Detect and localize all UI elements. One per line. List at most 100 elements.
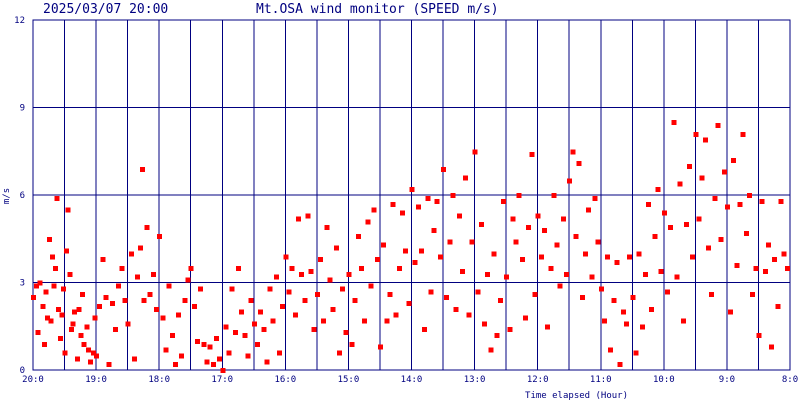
data-point <box>683 222 689 228</box>
data-point <box>179 353 185 359</box>
data-point <box>731 158 737 163</box>
data-point <box>532 292 538 298</box>
data-point <box>513 239 519 245</box>
data-point <box>551 193 557 198</box>
data-point <box>718 236 724 242</box>
data-point <box>750 292 756 298</box>
data-point <box>724 204 730 210</box>
y-axis-label: m/s <box>2 188 12 204</box>
data-point <box>772 257 778 263</box>
data-point <box>592 195 598 201</box>
data-point <box>510 216 516 222</box>
data-point <box>769 344 775 350</box>
data-point <box>270 318 276 324</box>
data-point <box>141 298 147 303</box>
data-point <box>34 283 40 289</box>
data-point <box>560 216 566 222</box>
plot-frame <box>32 19 791 371</box>
data-point <box>166 283 172 289</box>
data-point <box>185 277 191 283</box>
data-point <box>680 318 686 324</box>
data-point <box>690 254 696 260</box>
data-point <box>655 187 661 193</box>
data-point <box>519 257 525 263</box>
data-point <box>437 254 443 260</box>
y-tick-label: 6 <box>20 191 25 201</box>
data-point <box>728 309 734 315</box>
x-tick-label: 18:0 <box>148 375 170 385</box>
data-point <box>54 195 60 201</box>
data-point <box>277 350 283 356</box>
data-point <box>652 233 658 239</box>
x-tick-label: 15:0 <box>338 375 360 385</box>
data-point <box>76 306 82 312</box>
data-point <box>62 350 68 356</box>
data-point <box>620 309 626 315</box>
data-point <box>169 333 175 338</box>
data-point <box>368 283 374 289</box>
y-tick-label: 9 <box>20 104 25 114</box>
data-point <box>756 333 762 338</box>
data-point <box>664 289 670 295</box>
data-point <box>759 198 765 204</box>
data-point <box>674 274 680 280</box>
data-point <box>362 318 368 324</box>
data-point <box>223 324 229 330</box>
data-point <box>43 289 49 295</box>
data-point <box>668 225 674 231</box>
x-tick-label: 10:0 <box>653 375 675 385</box>
data-point <box>491 251 497 257</box>
data-point <box>242 333 248 338</box>
data-point <box>144 225 150 231</box>
data-point <box>283 254 289 260</box>
data-point <box>267 286 273 292</box>
data-point <box>213 335 219 341</box>
data-point <box>56 306 62 312</box>
data-point <box>702 137 708 143</box>
data-point <box>469 239 475 245</box>
data-point <box>232 330 238 336</box>
data-point <box>324 225 330 231</box>
data-point <box>131 356 137 362</box>
data-point <box>90 350 96 356</box>
data-point <box>567 178 573 184</box>
data-point <box>444 295 450 301</box>
data-point <box>79 292 85 298</box>
data-point <box>51 283 57 289</box>
data-point <box>507 327 513 333</box>
data-point <box>31 295 36 301</box>
data-point <box>715 123 721 128</box>
data-point <box>762 268 768 274</box>
data-point <box>84 324 90 330</box>
data-point <box>488 347 494 353</box>
data-point <box>545 324 551 330</box>
data-point <box>576 160 582 166</box>
data-point <box>677 181 683 187</box>
data-point <box>633 350 639 356</box>
data-point <box>87 359 93 365</box>
data-point <box>494 333 500 338</box>
y-tick-label: 12 <box>14 16 25 26</box>
timestamp-label: 2025/03/07 20:00 <box>43 2 168 17</box>
data-point <box>261 327 267 333</box>
data-point <box>226 350 232 356</box>
data-point <box>191 303 197 309</box>
data-point <box>280 303 286 309</box>
data-point <box>154 306 160 312</box>
x-axis-label: Time elapsed (Hour) <box>525 391 628 400</box>
data-point <box>236 265 242 271</box>
x-tick-label: 14:0 <box>401 375 423 385</box>
data-point <box>485 271 491 277</box>
data-point <box>598 286 604 292</box>
data-point <box>48 318 54 324</box>
data-point <box>239 309 245 315</box>
data-point <box>623 321 629 327</box>
data-point <box>176 312 182 318</box>
data-point <box>658 268 664 274</box>
data-point <box>248 298 254 303</box>
data-point <box>557 283 563 289</box>
data-point <box>627 254 633 260</box>
data-point <box>163 347 169 353</box>
data-point <box>349 341 355 347</box>
